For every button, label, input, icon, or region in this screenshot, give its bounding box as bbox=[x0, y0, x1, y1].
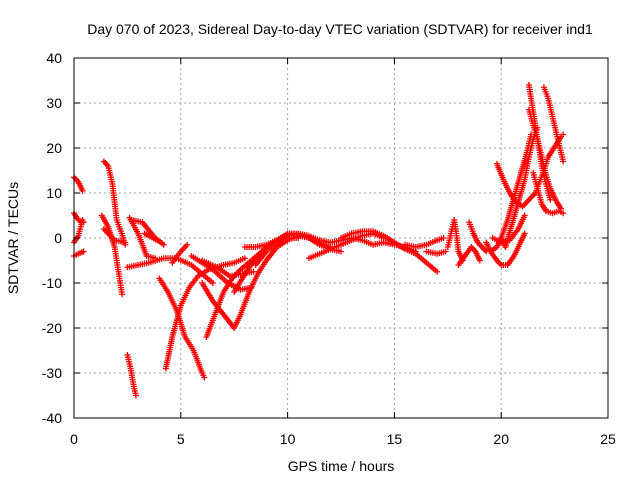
data-point bbox=[184, 241, 191, 248]
data-point bbox=[119, 291, 126, 298]
data-point bbox=[521, 230, 528, 237]
y-tick-label: -10 bbox=[42, 275, 62, 291]
chart-title: Day 070 of 2023, Sidereal Day-to-day VTE… bbox=[87, 21, 593, 37]
data-point bbox=[154, 237, 161, 244]
data-point bbox=[241, 255, 248, 262]
data-point bbox=[79, 217, 86, 223]
data-point bbox=[547, 196, 554, 203]
x-tick-label: 20 bbox=[493, 431, 509, 447]
y-tick-label: -20 bbox=[42, 320, 62, 336]
data-point bbox=[440, 235, 447, 241]
data-point bbox=[160, 241, 167, 248]
y-tick-label: 10 bbox=[46, 185, 62, 201]
x-axis-label: GPS time / hours bbox=[288, 458, 395, 474]
data-point bbox=[132, 392, 139, 399]
y-tick-label: 30 bbox=[46, 95, 62, 111]
x-tick-label: 15 bbox=[387, 431, 403, 447]
data-point bbox=[79, 187, 86, 194]
data-point bbox=[521, 212, 528, 219]
x-tick-label: 25 bbox=[600, 431, 616, 447]
tick-labels: 0 5 10 15 20 25 -40 -30 -20 -10 0 10 20 30 40 bbox=[42, 50, 616, 447]
y-tick-label: 20 bbox=[46, 140, 62, 156]
data-point bbox=[250, 268, 257, 275]
data-point bbox=[476, 257, 483, 264]
data-point bbox=[560, 210, 567, 217]
data-point bbox=[122, 239, 129, 246]
data-point bbox=[201, 374, 208, 381]
data-point bbox=[80, 248, 87, 255]
data-point bbox=[209, 280, 216, 286]
x-tick-label: 5 bbox=[177, 431, 185, 447]
y-tick-label: 0 bbox=[54, 230, 62, 246]
y-tick-label: -30 bbox=[42, 365, 62, 381]
y-tick-label: -40 bbox=[42, 410, 62, 426]
data-point bbox=[560, 131, 567, 138]
x-tick-label: 10 bbox=[280, 431, 296, 447]
x-tick-label: 0 bbox=[70, 431, 78, 447]
data-point bbox=[434, 268, 441, 275]
data-point bbox=[560, 158, 567, 165]
data-marks bbox=[71, 82, 567, 399]
axis-ticks bbox=[73, 57, 609, 419]
y-tick-label: 40 bbox=[46, 50, 62, 66]
y-axis-label: SDTVAR / TECUs bbox=[5, 182, 21, 294]
data-point bbox=[442, 248, 449, 255]
data-point bbox=[338, 248, 344, 255]
